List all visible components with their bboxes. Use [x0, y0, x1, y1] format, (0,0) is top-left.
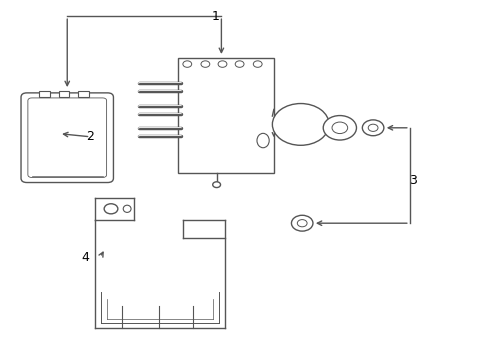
Text: 4: 4 [81, 251, 89, 264]
Circle shape [218, 61, 226, 67]
Circle shape [212, 182, 220, 188]
Circle shape [183, 61, 191, 67]
FancyBboxPatch shape [28, 98, 106, 177]
Circle shape [362, 120, 383, 136]
FancyBboxPatch shape [59, 91, 69, 97]
Circle shape [253, 61, 262, 67]
Circle shape [201, 61, 209, 67]
Circle shape [272, 104, 328, 145]
Ellipse shape [123, 205, 131, 212]
FancyBboxPatch shape [39, 91, 50, 97]
Circle shape [104, 204, 118, 214]
FancyBboxPatch shape [21, 93, 113, 183]
Circle shape [331, 122, 347, 134]
Ellipse shape [257, 133, 269, 148]
Text: 3: 3 [408, 174, 416, 186]
Circle shape [235, 61, 244, 67]
Circle shape [297, 220, 306, 227]
Circle shape [367, 124, 377, 131]
Circle shape [323, 116, 356, 140]
Circle shape [291, 215, 312, 231]
FancyBboxPatch shape [78, 91, 89, 97]
FancyBboxPatch shape [178, 58, 273, 173]
Text: 2: 2 [86, 130, 94, 143]
Text: 1: 1 [211, 10, 219, 23]
